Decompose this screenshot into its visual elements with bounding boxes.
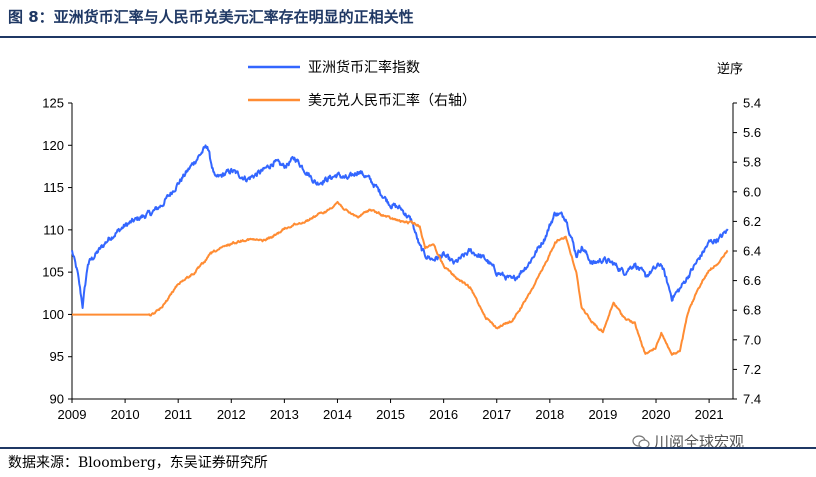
x-tick-label: 2011 bbox=[164, 407, 192, 422]
chart-axes bbox=[71, 103, 734, 400]
right-tick-label: 5.6 bbox=[743, 125, 761, 140]
source-note: 数据来源：Bloomberg，东吴证券研究所 bbox=[8, 455, 268, 471]
right-axis-title: 逆序 bbox=[717, 61, 743, 77]
legend-label-2: 美元兑人民币汇率（右轴） bbox=[308, 92, 476, 109]
asia-fx-index-line bbox=[71, 144, 729, 309]
right-tick-label: 7.4 bbox=[743, 392, 761, 407]
x-tick-label: 2020 bbox=[642, 407, 671, 422]
right-tick-label: 5.4 bbox=[743, 96, 761, 111]
right-tick-label: 6.0 bbox=[743, 184, 761, 199]
right-tick-label: 5.8 bbox=[743, 155, 761, 170]
x-tick-label: 2012 bbox=[217, 407, 246, 422]
right-tick-label: 6.2 bbox=[743, 214, 761, 229]
x-tick-label: 2021 bbox=[695, 407, 724, 422]
usdcny-line bbox=[71, 200, 729, 356]
left-tick-label: 105 bbox=[42, 265, 64, 280]
right-tick-label: 7.2 bbox=[743, 362, 761, 377]
footer-rule bbox=[0, 447, 816, 449]
watermark-text: 川阅全球宏观 bbox=[654, 433, 745, 451]
x-tick-label: 2016 bbox=[429, 407, 458, 422]
right-tick-label: 7.0 bbox=[743, 332, 761, 347]
right-tick-label: 6.6 bbox=[743, 273, 761, 288]
x-tick-label: 2018 bbox=[535, 407, 564, 422]
chart-ticks: 90 95 100 105 110 115 120 125 5.4 5.6 5.8 6.0 6.2 6.4… bbox=[42, 61, 761, 422]
watermark: 川阅全球宏观 bbox=[632, 431, 744, 452]
wechat-icon bbox=[632, 434, 650, 449]
left-tick-label: 125 bbox=[42, 96, 64, 111]
x-tick-label: 2014 bbox=[323, 407, 352, 422]
left-tick-label: 95 bbox=[50, 349, 64, 364]
left-tick-label: 120 bbox=[42, 138, 64, 153]
left-tick-label: 115 bbox=[43, 180, 64, 195]
chart: 90 95 100 105 110 115 120 125 5.4 5.6 5.8 6.0 6.2 6.4… bbox=[42, 59, 761, 422]
title-rule bbox=[0, 36, 816, 38]
left-tick-label: 100 bbox=[42, 307, 64, 322]
right-tick-label: 6.8 bbox=[743, 303, 761, 318]
x-tick-label: 2019 bbox=[588, 407, 617, 422]
left-tick-label: 110 bbox=[43, 222, 64, 237]
x-tick-label: 2017 bbox=[482, 407, 511, 422]
left-tick-label: 90 bbox=[50, 392, 64, 407]
legend-label-1: 亚洲货币汇率指数 bbox=[308, 59, 420, 76]
right-tick-label: 6.4 bbox=[743, 244, 761, 259]
x-tick-label: 2010 bbox=[111, 407, 140, 422]
chart-series bbox=[71, 144, 729, 356]
x-tick-label: 2009 bbox=[58, 407, 87, 422]
x-tick-label: 2015 bbox=[376, 407, 405, 422]
x-tick-label: 2013 bbox=[270, 407, 299, 422]
figure-title: 图 8：亚洲货币汇率与人民币兑美元汇率存在明显的正相关性 bbox=[8, 8, 414, 26]
